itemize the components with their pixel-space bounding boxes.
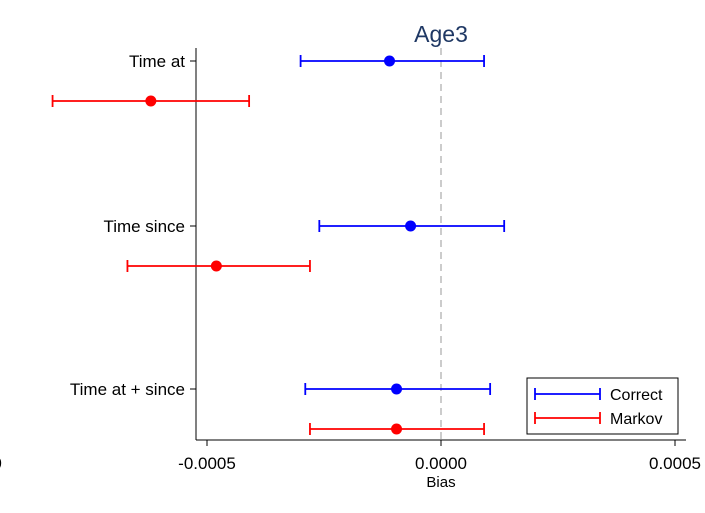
- x-tick-label: 0.0000: [415, 454, 467, 473]
- point-correct: [391, 383, 403, 395]
- legend-label-markov: Markov: [610, 411, 662, 428]
- y-category-label: Time since: [103, 217, 185, 236]
- y-category-label: Time at: [129, 52, 185, 71]
- legend-box: [526, 377, 679, 435]
- point-markov: [210, 260, 222, 272]
- x-tick-label: 0.0005: [649, 454, 701, 473]
- x-tick-label: -0.0005: [178, 454, 236, 473]
- point-correct: [384, 55, 396, 67]
- x-tick-label: -0.0010: [0, 454, 2, 473]
- point-correct: [405, 220, 417, 232]
- point-markov: [145, 95, 157, 107]
- legend-label-correct: Correct: [610, 387, 663, 404]
- x-axis-label: Bias: [426, 474, 455, 491]
- chart-title: Age3: [414, 21, 468, 47]
- point-markov: [391, 423, 403, 435]
- y-category-label: Time at + since: [70, 380, 185, 399]
